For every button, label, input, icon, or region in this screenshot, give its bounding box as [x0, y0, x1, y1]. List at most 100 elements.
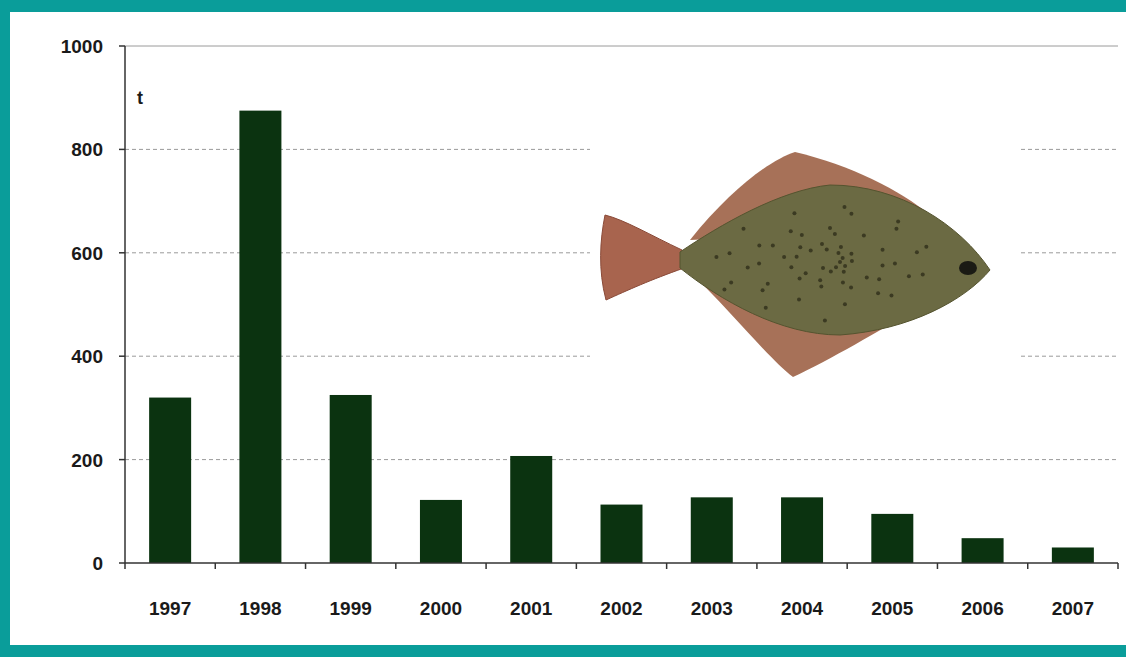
x-tick [666, 563, 668, 569]
y-tick-label: 1000 [61, 36, 103, 57]
fish-spot [828, 226, 832, 230]
fish-spot [722, 287, 726, 291]
fish-spot [829, 269, 833, 273]
fish-eye [959, 261, 977, 275]
fish-spot [804, 271, 808, 275]
x-tick [937, 563, 939, 569]
fish-spot [843, 302, 847, 306]
fish-body [680, 185, 990, 335]
y-tick-label: 800 [71, 139, 103, 160]
fish-spot [834, 265, 838, 269]
x-tick-label: 1998 [239, 598, 281, 619]
fish-spot [728, 251, 732, 255]
fish-spot [894, 227, 898, 231]
fish-spot [836, 251, 840, 255]
x-tick-label: 2004 [781, 598, 824, 619]
y-tick [119, 45, 125, 47]
fish-spot [757, 244, 761, 248]
x-tick [1117, 563, 1119, 569]
fish-spot [809, 249, 813, 253]
x-tick-label: 1997 [149, 598, 191, 619]
fish-spot [921, 272, 925, 276]
fish-spot [889, 294, 893, 298]
fish-spot [849, 212, 853, 216]
x-tick-label: 2003 [691, 598, 733, 619]
fish-spot [825, 248, 829, 252]
y-tick-label: 200 [71, 450, 103, 471]
fish-spot [833, 232, 837, 236]
fish-spot [841, 281, 845, 285]
fish-spot [771, 244, 775, 248]
x-tick-label: 2000 [420, 598, 462, 619]
fish-spot [842, 205, 846, 209]
fish-spot [907, 274, 911, 278]
fish-spot [862, 233, 866, 237]
x-tick [395, 563, 397, 569]
bar [330, 395, 372, 563]
fish-spot [746, 265, 750, 269]
bar [871, 514, 913, 563]
bar [601, 505, 643, 563]
fish-spot [795, 255, 799, 259]
fish-spot [839, 245, 843, 249]
x-tick [756, 563, 758, 569]
bar [239, 111, 281, 563]
grid-line [125, 46, 1118, 47]
fish-spot [792, 211, 796, 215]
fish-spot [714, 255, 718, 259]
fish-spot [924, 245, 928, 249]
fish-spot [850, 259, 854, 263]
y-tick-label: 600 [71, 243, 103, 264]
fish-spot [742, 227, 746, 231]
bars [149, 111, 1094, 563]
y-tick [119, 252, 125, 254]
fish-spot [841, 256, 845, 260]
x-tick-label: 2001 [510, 598, 553, 619]
x-tick [215, 563, 217, 569]
fish-spot [764, 306, 768, 310]
x-tick-label: 2005 [871, 598, 914, 619]
x-tick [1027, 563, 1029, 569]
fish-spot [797, 297, 801, 301]
x-tick [576, 563, 578, 569]
fish-spot [849, 285, 853, 289]
x-tick [124, 563, 126, 569]
frame [0, 0, 1126, 657]
fish-spot [798, 277, 802, 281]
y-tick [119, 459, 125, 461]
y-tick [119, 562, 125, 564]
fish-spot [820, 242, 824, 246]
x-axis [125, 562, 1118, 564]
bar [510, 456, 552, 563]
fish-spot [789, 265, 793, 269]
y-tick-label: 400 [71, 346, 103, 367]
y-tick-label: 0 [92, 553, 103, 574]
y-tick [119, 149, 125, 151]
fish-spot [838, 260, 842, 264]
fish-spot [823, 318, 827, 322]
fish-spot [800, 233, 804, 237]
bar [1052, 547, 1094, 563]
x-tick-label: 2002 [600, 598, 642, 619]
fish-spot [881, 263, 885, 267]
fish-spot [842, 270, 846, 274]
fish-spot [729, 280, 733, 284]
fish-spot [757, 262, 761, 266]
x-tick-label: 2007 [1052, 598, 1094, 619]
bar [149, 398, 191, 563]
fish-spot [821, 266, 825, 270]
fish-spot [798, 245, 802, 249]
fish-spot [766, 282, 770, 286]
fish-spot [915, 250, 919, 254]
bar [781, 497, 823, 563]
fish-spot [843, 264, 847, 268]
x-tick [305, 563, 307, 569]
x-tick-label: 1999 [330, 598, 372, 619]
x-tick [485, 563, 487, 569]
fish-spot [789, 229, 793, 233]
fish-spot [881, 248, 885, 252]
x-tick-label: 2006 [961, 598, 1003, 619]
y-tick [119, 355, 125, 357]
fish-spot [876, 291, 880, 295]
fish-illustration [601, 152, 990, 377]
